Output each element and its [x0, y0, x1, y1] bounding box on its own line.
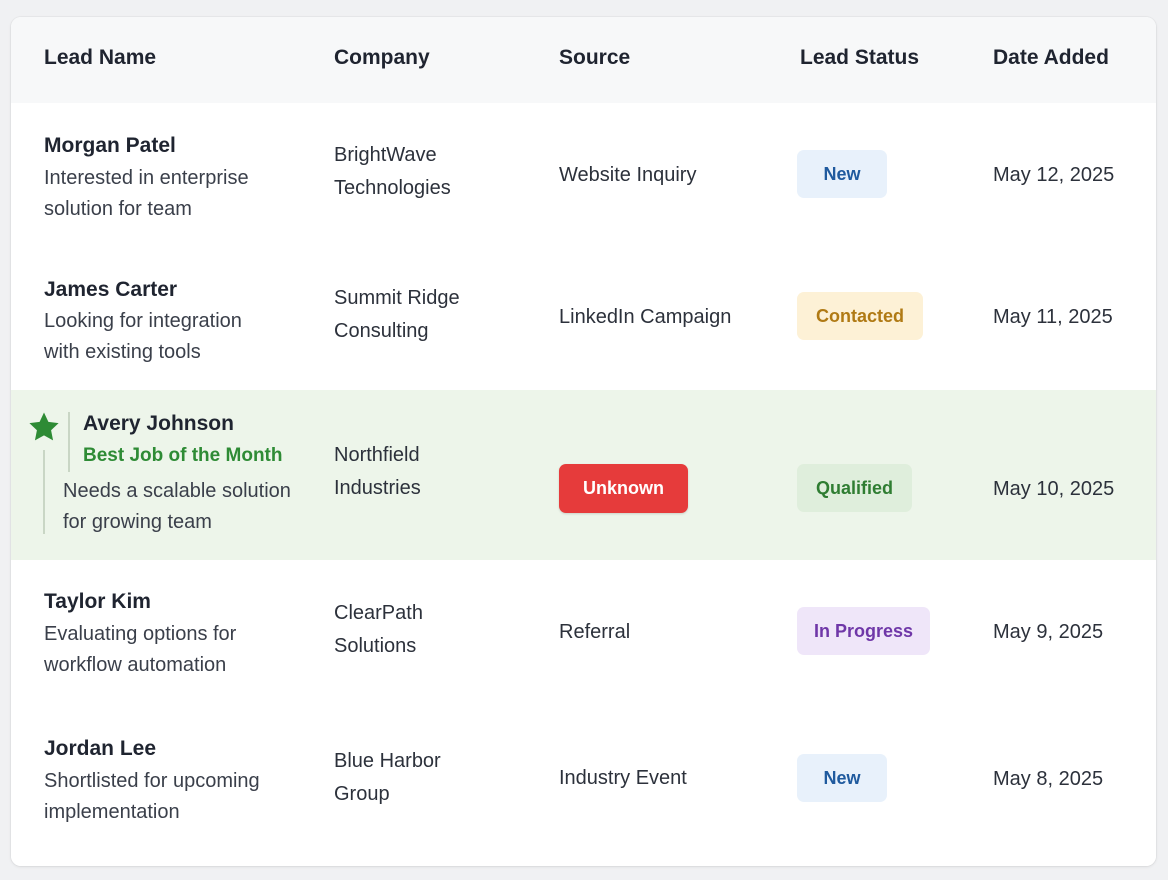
company-name-line: Group [334, 783, 390, 805]
unknown-source-badge: Unknown [559, 464, 688, 513]
table-row[interactable]: Taylor Kim Evaluating options for workfl… [11, 560, 1156, 708]
company-name-line: Industries [334, 477, 421, 499]
lead-source: Industry Event [559, 767, 687, 789]
column-header-source[interactable]: Source [559, 46, 631, 69]
company-name-line: Solutions [334, 635, 417, 657]
lead-name[interactable]: James Carter [44, 278, 178, 301]
lead-description-line: for growing team [63, 511, 212, 533]
company-name-line: Blue Harbor [334, 750, 441, 772]
lead-name[interactable]: Morgan Patel [44, 134, 176, 157]
company-name-line: Consulting [334, 320, 429, 342]
table-row[interactable]: Morgan Patel Interested in enterprise so… [11, 103, 1156, 250]
company-name: Summit Ridge Consulting [334, 282, 460, 348]
lead-description: Evaluating options for workflow automati… [44, 619, 236, 681]
column-header-company[interactable]: Company [334, 46, 430, 69]
status-badge: New [797, 150, 887, 198]
date-added: May 8, 2025 [993, 768, 1104, 790]
company-name-line: BrightWave [334, 144, 437, 166]
best-job-of-month-label: Best Job of the Month [83, 445, 283, 466]
column-header-lead-status[interactable]: Lead Status [800, 46, 920, 69]
lead-source: Website Inquiry [559, 164, 697, 186]
lead-description: Looking for integration with existing to… [44, 306, 242, 368]
company-name-line: Northfield [334, 444, 420, 466]
lead-description-line: Needs a scalable solution [63, 480, 291, 502]
column-header-lead-name[interactable]: Lead Name [44, 46, 157, 69]
company-name-line: Summit Ridge [334, 287, 460, 309]
table-header: Lead Name Company Source Lead Status Dat… [11, 17, 1156, 104]
lead-name[interactable]: Avery Johnson [83, 412, 234, 435]
date-added: May 9, 2025 [993, 621, 1104, 643]
lead-description-line: Shortlisted for upcoming [44, 770, 260, 792]
lead-description-line: Evaluating options for [44, 623, 237, 645]
lead-description-line: solution for team [44, 198, 192, 220]
featured-accent-bar [68, 412, 70, 472]
date-added: May 12, 2025 [993, 164, 1115, 186]
company-name: Blue Harbor Group [334, 745, 441, 811]
company-name: BrightWave Technologies [334, 139, 451, 205]
lead-source: LinkedIn Campaign [559, 306, 732, 328]
featured-accent-bar [43, 450, 45, 534]
lead-description-line: workflow automation [44, 654, 227, 676]
lead-description-line: with existing tools [44, 341, 201, 363]
lead-name[interactable]: Jordan Lee [44, 737, 157, 760]
company-name-line: Technologies [334, 177, 451, 199]
status-badge: New [797, 754, 887, 802]
status-badge: Qualified [797, 464, 912, 512]
star-icon [29, 412, 59, 441]
company-name: Northfield Industries [334, 439, 421, 505]
lead-description: Shortlisted for upcoming implementation [44, 766, 260, 828]
table-row[interactable]: Jordan Lee Shortlisted for upcoming impl… [11, 707, 1156, 866]
lead-description: Needs a scalable solution for growing te… [63, 476, 291, 538]
lead-description-line: Looking for integration [44, 310, 242, 332]
table-row[interactable]: James Carter Looking for integration wit… [11, 249, 1156, 391]
lead-description: Interested in enterprise solution for te… [44, 163, 249, 225]
lead-description-line: Interested in enterprise [44, 167, 249, 189]
status-badge: In Progress [797, 607, 930, 655]
company-name: ClearPath Solutions [334, 597, 423, 663]
leads-table: Lead Name Company Source Lead Status Dat… [11, 17, 1156, 866]
date-added: May 10, 2025 [993, 478, 1115, 500]
column-header-date-added[interactable]: Date Added [993, 46, 1109, 69]
lead-name[interactable]: Taylor Kim [44, 590, 151, 613]
lead-source: Referral [559, 621, 631, 643]
featured-table-row[interactable]: Avery Johnson Best Job of the Month Need… [11, 390, 1156, 561]
date-added: May 11, 2025 [993, 306, 1113, 328]
status-badge: Contacted [797, 292, 923, 340]
lead-description-line: implementation [44, 801, 180, 823]
company-name-line: ClearPath [334, 602, 423, 624]
